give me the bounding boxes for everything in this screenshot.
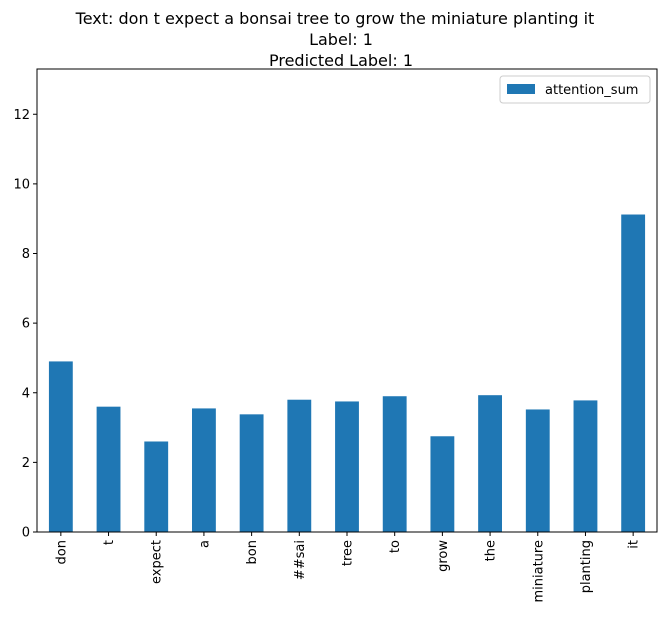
y-tick-label: 0 bbox=[22, 526, 30, 541]
bar-a bbox=[192, 408, 216, 532]
bars bbox=[48, 214, 646, 532]
x-tick-label: expect bbox=[150, 540, 165, 584]
x-tick-label: bon bbox=[245, 540, 260, 564]
x-tick-label: don bbox=[54, 540, 69, 564]
x-tick-label: grow bbox=[436, 540, 451, 572]
y-tick-label: 6 bbox=[22, 317, 30, 332]
legend-swatch bbox=[507, 84, 535, 94]
title-line-text: Text: don t expect a bonsai tree to grow… bbox=[75, 9, 595, 28]
x-axis: don t expect a bon ##sai tree to grow the miniatur… bbox=[54, 532, 642, 603]
bar-don bbox=[48, 361, 73, 532]
y-tick-label: 4 bbox=[22, 386, 30, 401]
y-tick-label: 8 bbox=[22, 247, 30, 262]
bar-bon bbox=[239, 414, 264, 532]
x-tick-label: a bbox=[197, 540, 212, 548]
y-tick-label: 12 bbox=[13, 108, 30, 123]
y-axis: 0 2 4 6 8 10 12 bbox=[13, 108, 37, 541]
y-tick-label: 10 bbox=[13, 177, 30, 192]
legend-box bbox=[499, 75, 651, 104]
bar-grow bbox=[430, 436, 455, 532]
bar-to bbox=[382, 396, 407, 532]
bar-it bbox=[621, 214, 646, 532]
bar-expect bbox=[144, 441, 169, 532]
bar-t bbox=[96, 406, 121, 532]
plot-frame bbox=[36, 68, 658, 533]
x-tick-label: ##sai bbox=[293, 540, 308, 580]
x-tick-label: to bbox=[388, 540, 403, 553]
bar-planting bbox=[573, 400, 598, 532]
x-tick-label: t bbox=[102, 540, 117, 545]
x-tick-label: the bbox=[484, 540, 499, 561]
bar-sai bbox=[287, 399, 312, 532]
legend: attention_sum bbox=[499, 75, 651, 104]
x-tick-label: planting bbox=[579, 540, 594, 593]
x-tick-label: tree bbox=[341, 540, 356, 566]
title-line-label: Label: 1 bbox=[309, 30, 373, 49]
y-tick-label: 2 bbox=[22, 456, 30, 471]
x-tick-label: miniature bbox=[531, 540, 546, 603]
x-tick-label: it bbox=[627, 540, 642, 549]
bar-tree bbox=[335, 401, 359, 532]
bar-miniature bbox=[525, 409, 550, 532]
chart-title: Text: don t expect a bonsai tree to grow… bbox=[75, 9, 595, 70]
bar-the bbox=[478, 395, 502, 532]
legend-label: attention_sum bbox=[545, 83, 638, 98]
title-line-predicted: Predicted Label: 1 bbox=[269, 51, 413, 70]
